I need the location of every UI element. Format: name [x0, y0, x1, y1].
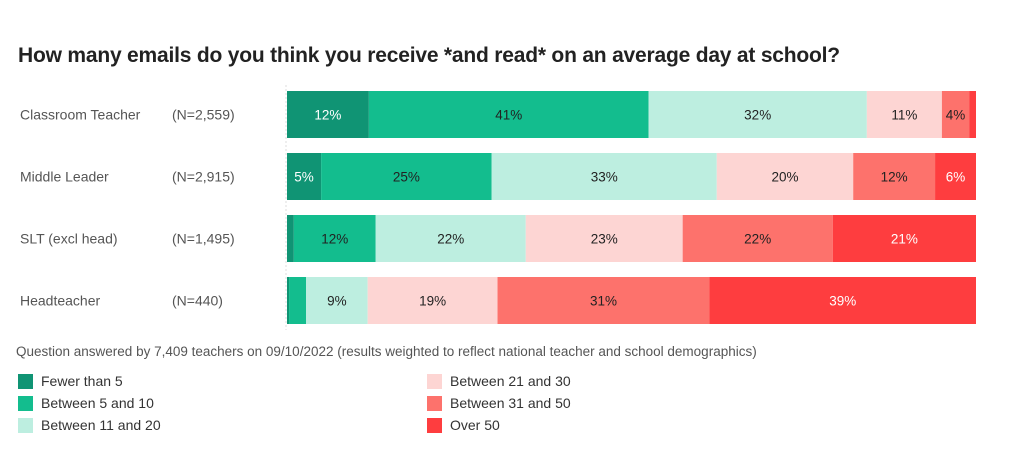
category-label: SLT (excl head) [20, 231, 118, 247]
bar-segment [682, 215, 833, 262]
data-label: 25% [393, 170, 420, 185]
bar-segment [497, 277, 710, 324]
bar-segment [375, 215, 526, 262]
legend-swatch [427, 373, 442, 389]
bar-segment [306, 277, 368, 324]
data-label: 23% [591, 232, 618, 247]
bar-segment [941, 91, 970, 138]
bar-segment [491, 153, 717, 200]
bar-segment [935, 153, 976, 200]
bar-segment [709, 277, 976, 324]
legend-item: Between 11 and 20 [18, 417, 161, 433]
legend-label: Between 5 and 10 [41, 395, 154, 411]
data-label: 4% [946, 108, 966, 123]
sample-size-label: (N=1,495) [172, 231, 235, 247]
data-label: 12% [321, 232, 348, 247]
bar-segment [321, 153, 492, 200]
sample-size-label: (N=440) [172, 293, 223, 309]
data-label: 9% [327, 294, 347, 309]
bar-segment [866, 91, 942, 138]
legend-label: Fewer than 5 [41, 373, 123, 389]
bar-segment [648, 91, 867, 138]
bar-segment [287, 215, 294, 262]
data-label: 12% [881, 170, 908, 185]
legend-swatch [18, 417, 33, 433]
bar-segment [287, 91, 369, 138]
category-label: Classroom Teacher [20, 107, 141, 123]
bar-segment [716, 153, 854, 200]
data-label: 41% [495, 108, 522, 123]
data-label: 22% [437, 232, 464, 247]
legend-label: Between 31 and 50 [450, 395, 571, 411]
legend-item: Between 31 and 50 [427, 395, 571, 411]
data-label: 19% [419, 294, 446, 309]
chart-note: Question answered by 7,409 teachers on 0… [16, 344, 757, 359]
bar-segment [367, 277, 498, 324]
bar-segment [969, 91, 976, 138]
legend-item: Between 5 and 10 [18, 395, 154, 411]
data-label: 22% [744, 232, 771, 247]
bar-segment [525, 215, 683, 262]
legend-swatch [427, 395, 442, 411]
bar-segment [832, 215, 976, 262]
data-label: 12% [314, 108, 341, 123]
bar-segment [289, 277, 307, 324]
data-label: 31% [590, 294, 617, 309]
data-label: 11% [891, 108, 917, 123]
data-label: 32% [744, 108, 771, 123]
legend-item: Fewer than 5 [18, 373, 123, 389]
bar-segment [853, 153, 936, 200]
sample-size-label: (N=2,915) [172, 169, 235, 185]
data-label: 20% [771, 170, 798, 185]
category-label: Headteacher [20, 293, 101, 309]
bar-segment [287, 153, 322, 200]
bar-segment [287, 277, 290, 324]
legend-item: Over 50 [427, 417, 500, 433]
legend-swatch [18, 395, 33, 411]
data-label: 6% [946, 170, 966, 185]
legend-label: Between 21 and 30 [450, 373, 571, 389]
data-label: 39% [829, 294, 856, 309]
legend-swatch [18, 373, 33, 389]
category-label: Middle Leader [20, 169, 109, 185]
legend-swatch [427, 417, 442, 433]
legend-item: Between 21 and 30 [427, 373, 571, 389]
data-label: 21% [891, 232, 918, 247]
data-label: 33% [591, 170, 618, 185]
legend-label: Over 50 [450, 417, 500, 433]
bar-segment [293, 215, 376, 262]
legend-label: Between 11 and 20 [41, 417, 161, 433]
bar-segment [368, 91, 649, 138]
data-label: 5% [294, 170, 314, 185]
chart-title: How many emails do you think you receive… [18, 44, 840, 67]
sample-size-label: (N=2,559) [172, 107, 235, 123]
